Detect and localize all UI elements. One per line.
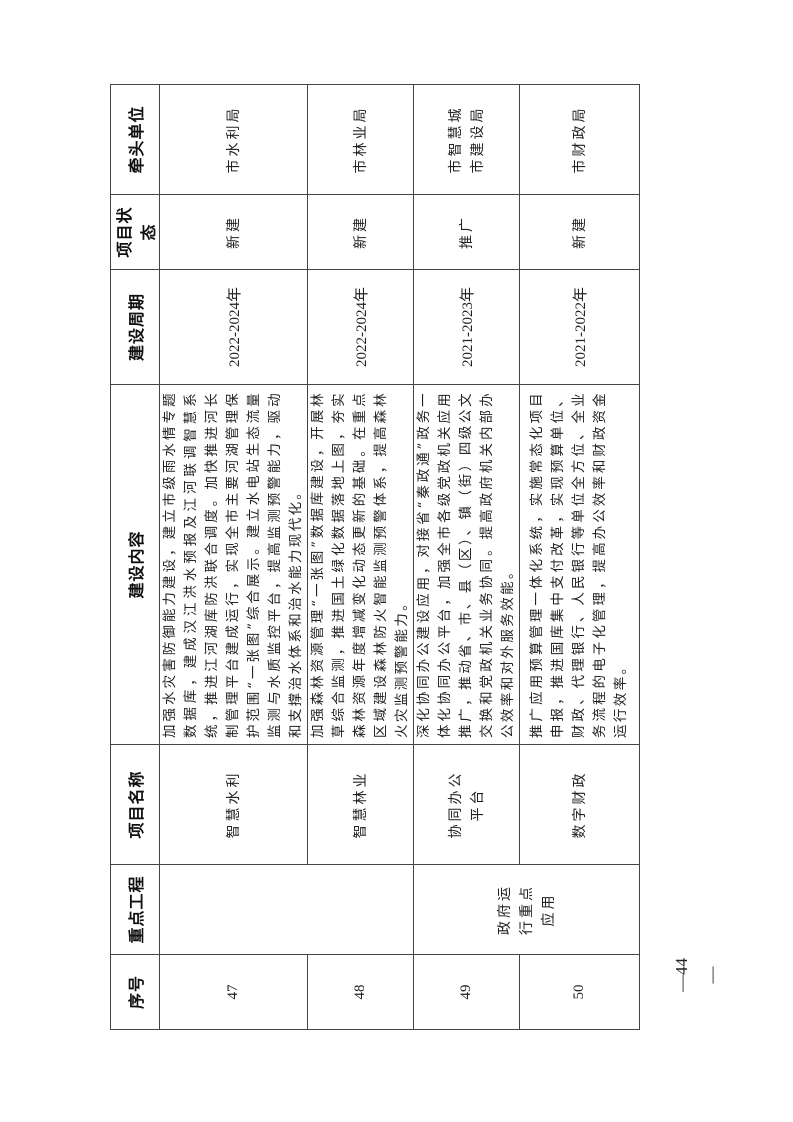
header-lead: 牵头单位 <box>110 84 160 195</box>
cell-lead: 市智慧城市建设局 <box>413 84 520 195</box>
cell-no: 47 <box>159 954 308 1030</box>
cell-content: 深化协同办公建设应用，对接省“秦政通”政务一体化协同办公平台，加强全市各级党政机… <box>413 384 520 745</box>
cell-period: 2022-2024年 <box>159 269 308 385</box>
project-table: 序号 重点工程 项目名称 建设内容 建设周期 项目状态 牵头单位 47 智慧水利… <box>110 84 640 1030</box>
cell-lead: 市财政局 <box>519 84 640 195</box>
header-status: 项目状态 <box>110 194 160 270</box>
header-content: 建设内容 <box>110 384 160 745</box>
cell-status: 新建 <box>307 194 414 270</box>
cell-content: 加强森林资源管理“一张图”数据库建设，开展林草综合监测，推进国土绿化数据落地上图… <box>307 384 414 745</box>
cell-no: 48 <box>307 954 414 1030</box>
cell-status: 新建 <box>519 194 640 270</box>
cell-name: 智慧水利 <box>159 744 308 865</box>
cell-lead: 市水利局 <box>159 84 308 195</box>
cell-no: 49 <box>413 954 520 1030</box>
cell-period: 2021-2022年 <box>519 269 640 385</box>
cell-period: 2021-2023年 <box>413 269 520 385</box>
cell-name: 数字财政 <box>519 744 640 865</box>
cell-no: 50 <box>519 954 640 1030</box>
rotated-table-wrapper: 序号 重点工程 项目名称 建设内容 建设周期 项目状态 牵头单位 47 智慧水利… <box>110 84 640 1030</box>
table-row: 47 智慧水利 加强水灾害防御能力建设，建立市级雨水情专题数据库，建成汉江洪水预… <box>159 84 414 1030</box>
cell-status: 新建 <box>159 194 308 270</box>
header-period: 建设周期 <box>110 269 160 385</box>
header-row: 序号 重点工程 项目名称 建设内容 建设周期 项目状态 牵头单位 <box>110 84 160 1030</box>
table-row: 49 政府运行重点应用 协同办公平台 深化协同办公建设应用，对接省“秦政通”政务… <box>413 84 640 1030</box>
page-number: —44— <box>672 958 721 992</box>
cell-name: 协同办公平台 <box>413 744 520 865</box>
cell-key-project-empty <box>159 864 414 955</box>
header-key-project: 重点工程 <box>110 864 160 955</box>
cell-lead: 市林业局 <box>307 84 414 195</box>
cell-period: 2022-2024年 <box>307 269 414 385</box>
cell-content: 加强水灾害防御能力建设，建立市级雨水情专题数据库，建成汉江洪水预报及江河联调智慧… <box>159 384 308 745</box>
cell-status: 推广 <box>413 194 520 270</box>
cell-name: 智慧林业 <box>307 744 414 865</box>
cell-content: 推广应用预算管理一体化系统，实施常态化项目申报，推进国库集中支付改革，实现预算单… <box>519 384 640 745</box>
header-name: 项目名称 <box>110 744 160 865</box>
cell-key-project: 政府运行重点应用 <box>413 864 640 955</box>
header-no: 序号 <box>110 954 160 1030</box>
